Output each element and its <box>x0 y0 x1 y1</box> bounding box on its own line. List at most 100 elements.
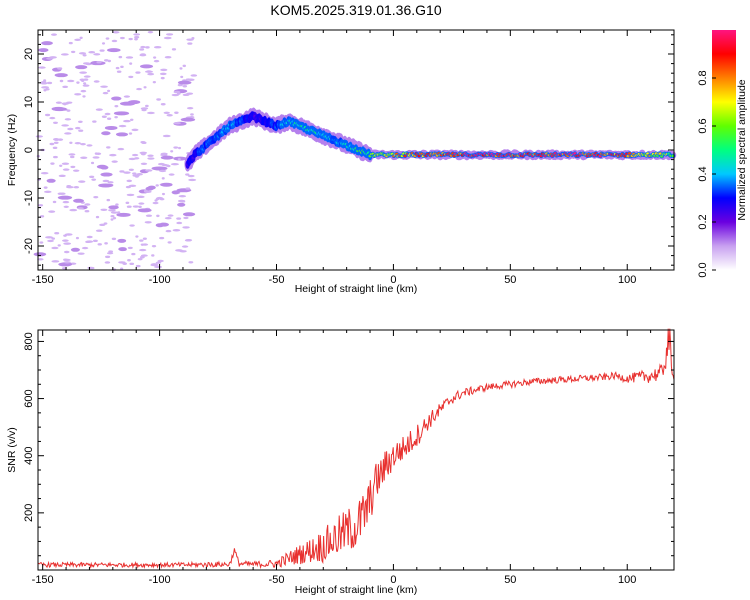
noise-speck <box>186 106 194 110</box>
noise-speck <box>117 147 125 151</box>
noise-speck <box>100 85 108 88</box>
noise-speck <box>147 157 155 160</box>
noise-speck <box>45 236 53 239</box>
noise-speck <box>57 138 64 141</box>
noise-speck <box>60 53 69 56</box>
noise-speck <box>122 262 127 265</box>
noise-speck <box>152 80 156 84</box>
noise-speck <box>138 205 142 209</box>
noise-speck <box>110 215 115 218</box>
noise-speck <box>35 135 43 138</box>
noise-speck <box>82 95 86 98</box>
noise-speck <box>120 36 125 40</box>
noise-speck <box>143 86 147 89</box>
noise-speck <box>68 41 73 45</box>
noise-speck <box>176 217 182 220</box>
noise-speck <box>145 46 150 49</box>
noise-speck <box>83 78 89 81</box>
noise-speck <box>118 124 127 128</box>
noise-speck <box>165 229 172 233</box>
noise-speck <box>147 111 155 115</box>
noise-speck <box>77 207 84 210</box>
noise-speck <box>180 117 196 122</box>
noise-speck <box>76 81 80 84</box>
colorbar-ticks: 0.0 0.2 0.4 0.6 0.8 <box>697 70 716 278</box>
noise-speck <box>155 223 165 228</box>
noise-speck <box>123 171 131 174</box>
noise-speck <box>104 112 111 116</box>
noise-speck <box>86 144 93 147</box>
noise-speck <box>49 142 55 146</box>
noise-speck <box>112 31 120 34</box>
noise-speck <box>99 223 106 227</box>
noise-speck <box>167 241 172 244</box>
noise-speck <box>103 222 108 225</box>
noise-speck <box>123 95 131 98</box>
noise-speck <box>145 214 153 217</box>
noise-speck <box>57 67 63 70</box>
noise-speck <box>120 267 124 270</box>
noise-speck <box>74 141 82 145</box>
noise-speck <box>81 246 89 250</box>
y-tick-label: 800 <box>23 332 35 350</box>
y-tick-label: 600 <box>23 389 35 407</box>
noise-speck <box>69 141 73 144</box>
noise-speck <box>147 72 155 76</box>
noise-speck <box>147 185 156 190</box>
noise-speck <box>160 76 165 80</box>
noise-speck <box>67 127 74 131</box>
noise-speck <box>94 152 98 155</box>
noise-speck <box>93 53 101 56</box>
noise-speck <box>170 150 174 153</box>
noise-speck <box>164 216 172 220</box>
noise-speck <box>129 62 133 65</box>
noise-speck <box>111 160 118 163</box>
noise-speck <box>134 175 139 178</box>
noise-speck <box>156 196 164 200</box>
noise-speck <box>104 261 111 264</box>
noise-speck <box>78 120 83 123</box>
y-tick-label: 0 <box>23 147 35 153</box>
noise-speck <box>140 45 146 49</box>
noise-speck <box>49 116 56 120</box>
noise-speck <box>63 250 70 254</box>
noise-speck <box>52 200 57 204</box>
x-tick-label: 50 <box>504 574 516 586</box>
noise-speck <box>92 239 98 243</box>
noise-speck <box>69 208 78 212</box>
noise-speck <box>177 202 186 207</box>
noise-speck <box>80 142 86 146</box>
noise-speck <box>139 256 145 259</box>
noise-speck <box>63 242 72 245</box>
noise-speck <box>80 89 87 93</box>
noise-speck <box>118 55 123 59</box>
colorbar-gradient <box>712 30 736 270</box>
noise-speck <box>55 101 62 104</box>
noise-speck <box>99 49 105 52</box>
y-tick-label: -10 <box>23 190 35 206</box>
noise-speck <box>46 57 54 60</box>
noise-speck <box>38 204 44 207</box>
noise-speck <box>116 212 131 217</box>
noise-speck <box>111 39 118 43</box>
noise-speck <box>161 192 165 196</box>
noise-speck <box>185 173 190 176</box>
y-tick-label: 200 <box>23 504 35 522</box>
noise-speck <box>131 128 139 132</box>
noise-speck <box>141 108 147 112</box>
noise-speck <box>188 178 197 182</box>
noise-speck <box>37 258 44 261</box>
noise-speck <box>64 118 72 121</box>
noise-speck <box>75 126 81 130</box>
noise-speck <box>108 209 116 212</box>
noise-speck <box>140 243 145 246</box>
noise-speck <box>137 257 143 261</box>
x-tick-label: -50 <box>269 574 285 586</box>
noise-speck <box>51 107 67 112</box>
noise-speck <box>154 199 158 202</box>
noise-speck <box>153 46 162 49</box>
x-tick-label: 50 <box>504 274 516 286</box>
noise-speck <box>117 238 127 243</box>
noise-speck <box>62 267 67 270</box>
